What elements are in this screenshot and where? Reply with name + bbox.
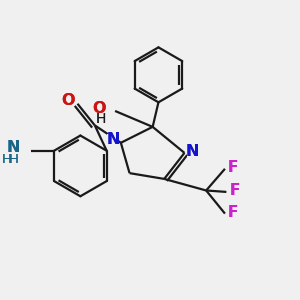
Text: N: N bbox=[106, 132, 119, 147]
Text: F: F bbox=[229, 183, 240, 198]
Text: F: F bbox=[229, 183, 240, 198]
Bar bbox=[94, 103, 105, 114]
Text: N: N bbox=[186, 144, 199, 159]
Text: H: H bbox=[95, 112, 106, 126]
Text: H: H bbox=[2, 153, 12, 166]
Text: F: F bbox=[228, 205, 238, 220]
Bar bbox=[228, 208, 238, 217]
Text: N: N bbox=[186, 144, 199, 159]
Text: O: O bbox=[61, 93, 75, 108]
Text: F: F bbox=[228, 205, 238, 220]
Bar bbox=[187, 146, 198, 157]
Bar bbox=[230, 186, 239, 195]
Text: F: F bbox=[228, 160, 238, 175]
Bar bbox=[107, 134, 118, 145]
Text: F: F bbox=[228, 160, 238, 175]
Text: H: H bbox=[9, 153, 19, 166]
Bar bbox=[8, 142, 19, 153]
Text: N: N bbox=[106, 132, 119, 147]
Text: H: H bbox=[2, 153, 12, 166]
Bar bbox=[228, 163, 238, 172]
Bar bbox=[63, 95, 74, 106]
Text: N: N bbox=[6, 140, 20, 155]
Text: O: O bbox=[92, 100, 106, 116]
Text: H: H bbox=[95, 112, 106, 126]
Text: O: O bbox=[61, 93, 75, 108]
Text: N: N bbox=[6, 140, 20, 155]
Text: O: O bbox=[92, 100, 106, 116]
Text: H: H bbox=[9, 153, 19, 166]
